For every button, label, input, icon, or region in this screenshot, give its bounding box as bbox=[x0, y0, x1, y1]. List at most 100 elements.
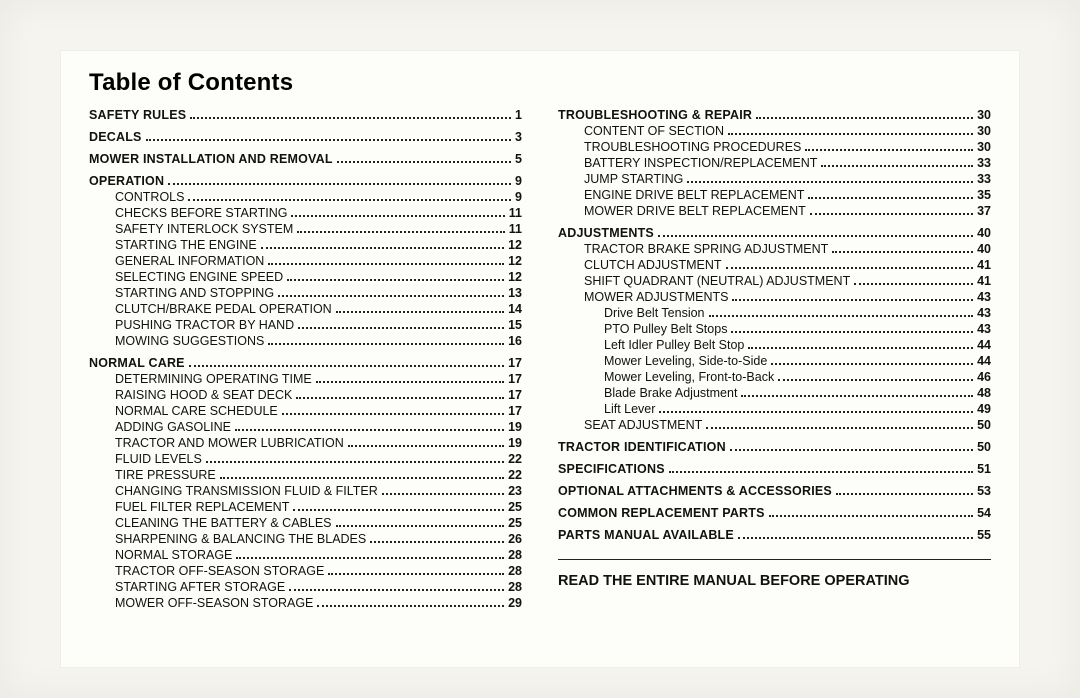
toc-entry-page: 53 bbox=[977, 483, 991, 499]
toc-entry-page: 25 bbox=[508, 499, 522, 515]
toc-entry-label: CHECKS BEFORE STARTING bbox=[89, 205, 287, 221]
toc-entry-page: 29 bbox=[508, 595, 522, 611]
toc-entry-label: STARTING THE ENGINE bbox=[89, 237, 257, 253]
toc-leader-dots bbox=[732, 293, 973, 301]
toc-entry-label: BATTERY INSPECTION/REPLACEMENT bbox=[558, 155, 817, 171]
toc-entry-label: CLUTCH/BRAKE PEDAL OPERATION bbox=[89, 301, 332, 317]
toc-entry: TRACTOR AND MOWER LUBRICATION19 bbox=[89, 435, 522, 451]
toc-entry-label: SAFETY INTERLOCK SYSTEM bbox=[89, 221, 293, 237]
toc-leader-dots bbox=[296, 391, 504, 399]
toc-entry-label: MOWER INSTALLATION AND REMOVAL bbox=[89, 151, 333, 167]
toc-leader-dots bbox=[236, 551, 504, 559]
toc-entry-page: 13 bbox=[508, 285, 522, 301]
toc-leader-dots bbox=[810, 207, 973, 215]
toc-leader-dots bbox=[808, 191, 973, 199]
toc-entry-page: 22 bbox=[508, 451, 522, 467]
toc-entry: DETERMINING OPERATING TIME 17 bbox=[89, 371, 522, 387]
toc-entry-label: TRACTOR IDENTIFICATION bbox=[558, 439, 726, 455]
toc-leader-dots bbox=[328, 567, 504, 575]
toc-entry-label: CLEANING THE BATTERY & CABLES bbox=[89, 515, 332, 531]
toc-entry-label: FLUID LEVELS bbox=[89, 451, 202, 467]
toc-entry: ADDING GASOLINE19 bbox=[89, 419, 522, 435]
toc-entry-label: COMMON REPLACEMENT PARTS bbox=[558, 505, 765, 521]
toc-entry-page: 43 bbox=[977, 305, 991, 321]
toc-leader-dots bbox=[336, 519, 505, 527]
toc-entry-label: Drive Belt Tension bbox=[558, 305, 705, 321]
toc-entry-label: GENERAL INFORMATION bbox=[89, 253, 264, 269]
toc-entry: MOWING SUGGESTIONS16 bbox=[89, 333, 522, 349]
toc-entry-label: CHANGING TRANSMISSION FLUID & FILTER bbox=[89, 483, 378, 499]
toc-entry: CONTROLS9 bbox=[89, 189, 522, 205]
toc-entry-label: Left Idler Pulley Belt Stop bbox=[558, 337, 744, 353]
toc-entry: PARTS MANUAL AVAILABLE55 bbox=[558, 527, 991, 543]
toc-entry-page: 17 bbox=[508, 371, 522, 387]
toc-entry-label: JUMP STARTING bbox=[558, 171, 683, 187]
toc-entry-page: 15 bbox=[508, 317, 522, 333]
toc-entry-page: 49 bbox=[977, 401, 991, 417]
toc-leader-dots bbox=[287, 273, 504, 281]
toc-entry: TRACTOR OFF-SEASON STORAGE28 bbox=[89, 563, 522, 579]
toc-leader-dots bbox=[659, 405, 973, 413]
toc-leader-dots bbox=[188, 193, 511, 201]
toc-entry-label: PUSHING TRACTOR BY HAND bbox=[89, 317, 294, 333]
toc-entry: SHIFT QUADRANT (NEUTRAL) ADJUSTMENT41 bbox=[558, 273, 991, 289]
toc-right-column: TROUBLESHOOTING & REPAIR30CONTENT OF SEC… bbox=[558, 107, 991, 611]
toc-leader-dots bbox=[836, 487, 973, 495]
toc-leader-dots bbox=[268, 337, 504, 345]
toc-entry-label: NORMAL CARE bbox=[89, 355, 185, 371]
toc-leader-dots bbox=[220, 471, 504, 479]
toc-entry: GENERAL INFORMATION 12 bbox=[89, 253, 522, 269]
toc-entry-label: MOWER ADJUSTMENTS bbox=[558, 289, 728, 305]
toc-leader-dots bbox=[706, 421, 973, 429]
toc-entry-label: Lift Lever bbox=[558, 401, 655, 417]
toc-entry: COMMON REPLACEMENT PARTS 54 bbox=[558, 505, 991, 521]
toc-entry: TIRE PRESSURE22 bbox=[89, 467, 522, 483]
toc-entry-page: 54 bbox=[977, 505, 991, 521]
toc-entry-label: TRACTOR BRAKE SPRING ADJUSTMENT bbox=[558, 241, 828, 257]
toc-entry-label: TIRE PRESSURE bbox=[89, 467, 216, 483]
toc-entry: DECALS3 bbox=[89, 129, 522, 145]
toc-entry-label: DETERMINING OPERATING TIME bbox=[89, 371, 312, 387]
divider-rule bbox=[558, 559, 991, 560]
toc-entry: CONTENT OF SECTION30 bbox=[558, 123, 991, 139]
toc-leader-dots bbox=[731, 325, 973, 333]
toc-leader-dots bbox=[316, 375, 504, 383]
toc-entry: OPERATION9 bbox=[89, 173, 522, 189]
toc-entry-label: SPECIFICATIONS bbox=[558, 461, 665, 477]
toc-entry: Drive Belt Tension 43 bbox=[558, 305, 991, 321]
toc-entry-page: 17 bbox=[508, 355, 522, 371]
toc-entry: Mower Leveling, Front-to-Back 46 bbox=[558, 369, 991, 385]
toc-entry-label: CONTROLS bbox=[89, 189, 184, 205]
toc-entry: FLUID LEVELS 22 bbox=[89, 451, 522, 467]
toc-entry-label: Mower Leveling, Front-to-Back bbox=[558, 369, 774, 385]
toc-entry-page: 40 bbox=[977, 225, 991, 241]
toc-entry: ENGINE DRIVE BELT REPLACEMENT35 bbox=[558, 187, 991, 203]
toc-leader-dots bbox=[235, 423, 504, 431]
toc-entry-label: FUEL FILTER REPLACEMENT bbox=[89, 499, 289, 515]
toc-entry-label: OPTIONAL ATTACHMENTS & ACCESSORIES bbox=[558, 483, 832, 499]
toc-entry-page: 41 bbox=[977, 273, 991, 289]
toc-entry-page: 12 bbox=[508, 253, 522, 269]
page-title: Table of Contents bbox=[89, 69, 991, 97]
toc-leader-dots bbox=[317, 599, 504, 607]
toc-entry-label: NORMAL STORAGE bbox=[89, 547, 232, 563]
toc-leader-dots bbox=[289, 583, 504, 591]
toc-leader-dots bbox=[730, 443, 973, 451]
scan-background: Table of Contents SAFETY RULES1DECALS3MO… bbox=[0, 0, 1080, 698]
toc-entry: OPTIONAL ATTACHMENTS & ACCESSORIES 53 bbox=[558, 483, 991, 499]
toc-entry: MOWER DRIVE BELT REPLACEMENT37 bbox=[558, 203, 991, 219]
toc-entry-page: 26 bbox=[508, 531, 522, 547]
toc-leader-dots bbox=[709, 309, 974, 317]
toc-entry-page: 5 bbox=[515, 151, 522, 167]
toc-leader-dots bbox=[382, 487, 504, 495]
toc-entry-label: MOWER OFF-SEASON STORAGE bbox=[89, 595, 313, 611]
toc-entry-page: 30 bbox=[977, 107, 991, 123]
toc-entry-page: 19 bbox=[508, 419, 522, 435]
toc-entry-page: 41 bbox=[977, 257, 991, 273]
toc-entry-page: 12 bbox=[508, 269, 522, 285]
toc-entry-page: 55 bbox=[977, 527, 991, 543]
toc-entry-label: TRACTOR AND MOWER LUBRICATION bbox=[89, 435, 344, 451]
toc-entry-page: 46 bbox=[977, 369, 991, 385]
toc-entry: NORMAL STORAGE28 bbox=[89, 547, 522, 563]
toc-leader-dots bbox=[821, 159, 973, 167]
